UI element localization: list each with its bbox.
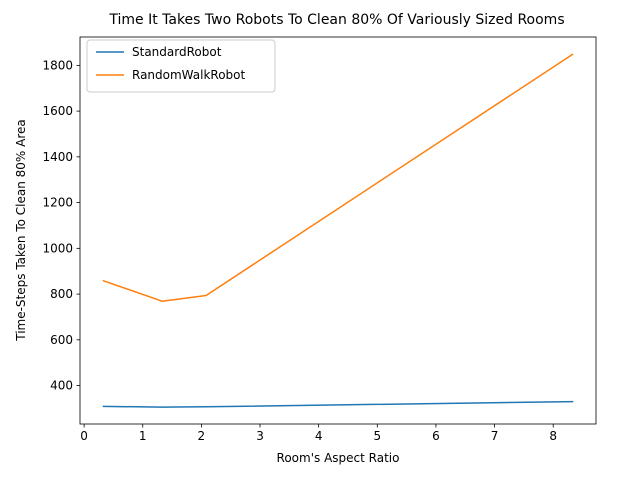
y-tick-label: 600 xyxy=(50,333,73,347)
x-tick-label: 3 xyxy=(256,429,264,443)
y-tick-label: 800 xyxy=(50,287,73,301)
x-tick-label: 7 xyxy=(491,429,499,443)
series-line-random-walk-robot xyxy=(102,53,574,302)
legend-box xyxy=(86,39,276,93)
x-tick-label: 0 xyxy=(80,429,88,443)
y-axis-label: Time-Steps Taken To Clean 80% Area xyxy=(14,119,28,342)
legend-label-standard-robot: StandardRobot xyxy=(132,45,222,59)
y-tick-label: 1200 xyxy=(42,196,73,210)
x-axis-label: Room's Aspect Ratio xyxy=(277,451,400,465)
x-axis: 0 1 2 3 4 5 6 7 8 xyxy=(80,424,557,443)
x-tick-label: 6 xyxy=(432,429,440,443)
series-line-standard-robot xyxy=(102,400,574,408)
y-tick-label: 400 xyxy=(50,379,73,393)
y-tick-label: 1800 xyxy=(42,58,73,72)
x-tick-label: 5 xyxy=(373,429,381,443)
chart-title: Time It Takes Two Robots To Clean 80% Of… xyxy=(108,12,564,28)
legend: StandardRobot RandomWalkRobot xyxy=(86,39,276,93)
x-tick-label: 2 xyxy=(198,429,206,443)
y-axis: 400 600 800 1000 1200 1400 1600 1800 xyxy=(42,58,80,393)
x-tick-label: 4 xyxy=(315,429,323,443)
plot-frame xyxy=(79,36,597,425)
y-tick-label: 1000 xyxy=(42,241,73,255)
series-layer xyxy=(102,53,574,408)
x-tick-label: 1 xyxy=(139,429,147,443)
x-tick-label: 8 xyxy=(549,429,557,443)
legend-label-random-walk-robot: RandomWalkRobot xyxy=(132,68,246,82)
y-tick-label: 1600 xyxy=(42,104,73,118)
y-tick-label: 1400 xyxy=(42,150,73,164)
